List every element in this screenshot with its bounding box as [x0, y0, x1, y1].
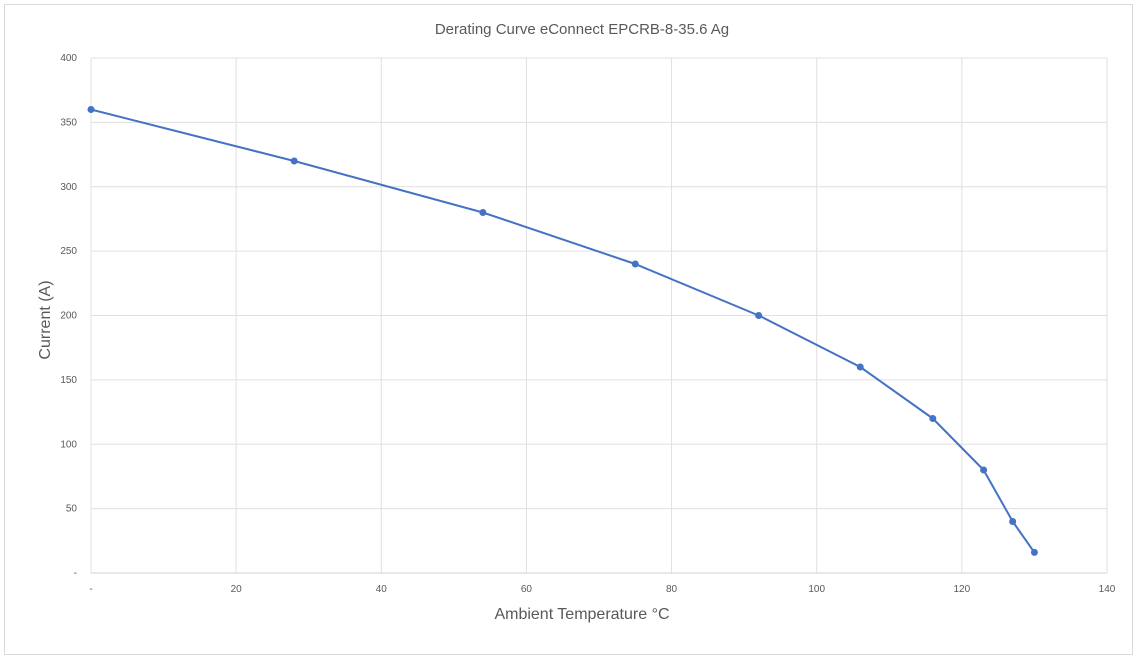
- y-tick-label: 100: [60, 439, 77, 450]
- y-tick-label: 150: [60, 375, 77, 386]
- series-line: [90, 108, 1036, 553]
- chart-title: Derating Curve eConnect EPCRB-8-35.6 Ag: [435, 21, 729, 38]
- x-tick-label: 60: [521, 584, 533, 595]
- data-point: [479, 209, 487, 216]
- data-point: [631, 260, 639, 268]
- x-tick-label: -: [89, 584, 92, 595]
- y-tick-label: 200: [60, 311, 77, 322]
- x-tick-label: 80: [666, 584, 678, 595]
- x-tick-label: 140: [1099, 584, 1116, 595]
- data-point: [980, 466, 988, 474]
- x-axis-ticks: - 20 40 60 80 100 120 140: [89, 584, 1115, 595]
- data-point: [856, 363, 864, 371]
- x-tick-label: 40: [376, 584, 388, 595]
- y-tick-label: 400: [60, 53, 77, 64]
- data-point: [929, 415, 937, 422]
- data-point: [290, 157, 298, 165]
- chart-svg: Derating Curve eConnect EPCRB-8-35.6 Ag …: [37, 21, 1116, 623]
- y-tick-label: -: [74, 568, 77, 579]
- data-point: [755, 312, 763, 319]
- data-point: [1009, 518, 1017, 525]
- y-axis-label: Current (A): [37, 280, 54, 359]
- x-tick-label: 120: [954, 584, 971, 595]
- y-tick-label: 350: [60, 117, 77, 128]
- data-point: [87, 106, 95, 113]
- chart-area: Derating Curve eConnect EPCRB-8-35.6 Ag …: [4, 4, 1133, 655]
- x-axis-label: Ambient Temperature °C: [494, 606, 669, 623]
- data-point: [1030, 548, 1038, 556]
- grid: [90, 57, 1108, 574]
- y-tick-label: 50: [66, 504, 78, 515]
- x-tick-label: 20: [231, 584, 243, 595]
- y-tick-label: 250: [60, 246, 77, 257]
- series-current: [87, 106, 1038, 556]
- x-tick-label: 100: [808, 584, 825, 595]
- y-axis-ticks: - 50 100 150 200 250 300 350 400: [60, 53, 77, 579]
- y-tick-label: 300: [60, 182, 77, 193]
